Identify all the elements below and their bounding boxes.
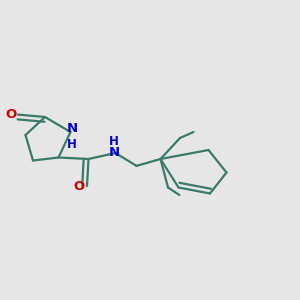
- Text: N: N: [108, 146, 120, 160]
- Text: H: H: [109, 135, 119, 148]
- Text: O: O: [73, 179, 84, 193]
- Text: H: H: [67, 138, 77, 151]
- Text: O: O: [6, 108, 17, 121]
- Text: N: N: [66, 122, 78, 136]
